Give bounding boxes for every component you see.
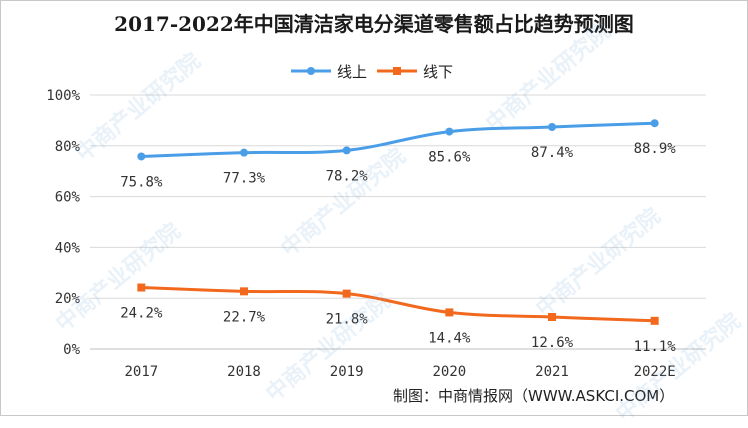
data-point-marker [240,287,248,296]
x-axis-ticks: 2017 2018 2019 2020 2021 2022E [124,364,675,380]
data-label: 87.4% [531,145,574,161]
data-label: 12.6% [531,335,574,351]
data-label: 85.6% [428,150,471,166]
x-tick-label: 2017 [124,364,158,380]
legend-line-circle-icon [291,67,331,75]
line-chart: 0%20%40%60%80%100% 2017 2018 2019 2020 2021 2… [46,88,706,380]
legend-item-offline: 线下 [377,59,453,83]
x-tick-label: 2022E [634,364,676,380]
series-line-0 [141,121,655,158]
data-point-marker [137,283,146,292]
legend-item-online: 线上 [291,59,367,83]
y-tick-label: 100% [46,88,80,104]
legend-label-online: 线上 [337,62,368,81]
data-point-marker [240,148,248,157]
data-labels: 75.8% 77.3% 78.2% 85.6% 87.4% 88.9% 24.2% 22.7%… [120,141,676,355]
x-tick-label: 2019 [330,364,364,380]
data-point-marker [445,127,454,136]
data-point-marker [548,123,556,132]
data-point-marker [650,119,659,128]
data-label: 14.4% [428,330,471,346]
data-label: 21.8% [326,312,369,328]
legend-line-square-icon [377,67,417,75]
data-label: 22.7% [223,309,266,325]
chart-title: 2017-2022年中国清洁家电分渠道零售额占比趋势预测图 [114,12,634,36]
data-point-marker [342,146,351,155]
data-point-marker [445,308,454,317]
y-tick-label: 60% [55,190,81,206]
x-tick-label: 2020 [432,364,466,380]
data-point-marker [548,312,556,321]
data-label: 11.1% [634,339,677,355]
data-point-marker [650,316,659,325]
data-label: 75.8% [120,174,163,190]
y-tick-label: 80% [55,139,81,155]
data-label: 77.3% [223,171,266,187]
series-line-1 [141,286,655,323]
data-point-marker [137,152,146,161]
legend-label-offline: 线下 [423,62,454,81]
x-tick-label: 2018 [227,364,261,380]
data-label: 88.9% [634,141,677,157]
y-tick-label: 20% [55,291,81,307]
data-label: 24.2% [120,306,163,322]
gridlines [90,94,706,350]
y-tick-label: 0% [63,342,80,358]
x-tick-label: 2021 [535,364,569,380]
legend: 线上 线下 [0,59,748,83]
source-footer: 制图：中商情报网（WWW.ASKCI.COM） [393,387,675,405]
series-group [137,119,659,325]
data-point-marker [342,289,351,298]
y-tick-label: 40% [55,240,81,256]
y-axis-ticks: 0% 20% 40% 60% 80% 100% [46,88,80,358]
data-label: 78.2% [326,168,369,184]
